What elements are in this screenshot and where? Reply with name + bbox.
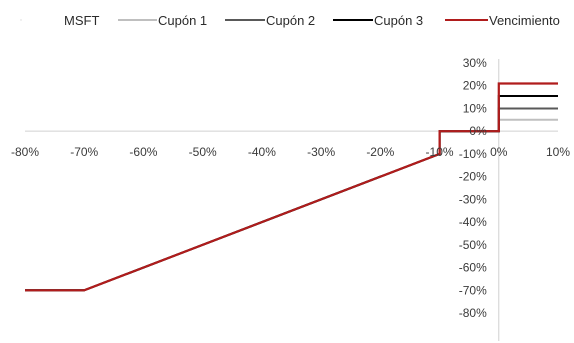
x-tick-label: -70% (70, 145, 98, 159)
y-tick-label: 30% (463, 56, 487, 70)
series-lines (25, 82, 558, 292)
x-tick-label: -20% (366, 145, 394, 159)
y-tick-label: 10% (463, 101, 487, 115)
legend-label: Cupón 2 (266, 13, 315, 28)
y-tick-label: 0% (469, 124, 487, 138)
y-tick-label: -30% (459, 192, 487, 206)
y-tick-label: -10% (459, 147, 487, 161)
y-tick-label: -40% (459, 215, 487, 229)
y-tick-labels: 30% 20% 10% 0% -10% -20% -30% -40% -50% -60% -70% -… (459, 56, 487, 320)
x-tick-label: -30% (307, 145, 335, 159)
legend-swatch (20, 19, 22, 21)
y-tick-label: -60% (459, 261, 487, 275)
y-tick-label: -70% (459, 283, 487, 297)
x-tick-label: -80% (11, 145, 39, 159)
legend-label: MSFT (64, 13, 99, 28)
y-tick-label: -80% (459, 306, 487, 320)
legend-label: Vencimiento (489, 13, 560, 28)
x-tick-label: -40% (248, 145, 276, 159)
x-tick-label: 10% (546, 145, 570, 159)
legend: MSFT Cupón 1 Cupón 2 Cupón 3 Vencimiento (20, 13, 560, 28)
y-tick-label: 20% (463, 79, 487, 93)
series-line (25, 82, 558, 292)
y-tick-label: -50% (459, 238, 487, 252)
x-tick-label: -60% (129, 145, 157, 159)
x-tick-label: -50% (189, 145, 217, 159)
legend-label: Cupón 1 (158, 13, 207, 28)
legend-label: Cupón 3 (374, 13, 423, 28)
y-tick-label: -20% (459, 170, 487, 184)
x-tick-label: -10% (426, 145, 454, 159)
x-tick-labels: -80% -70% -60% -50% -40% -30% -20% -10% 0% 10% (11, 145, 570, 159)
x-tick-label: 0% (490, 145, 508, 159)
